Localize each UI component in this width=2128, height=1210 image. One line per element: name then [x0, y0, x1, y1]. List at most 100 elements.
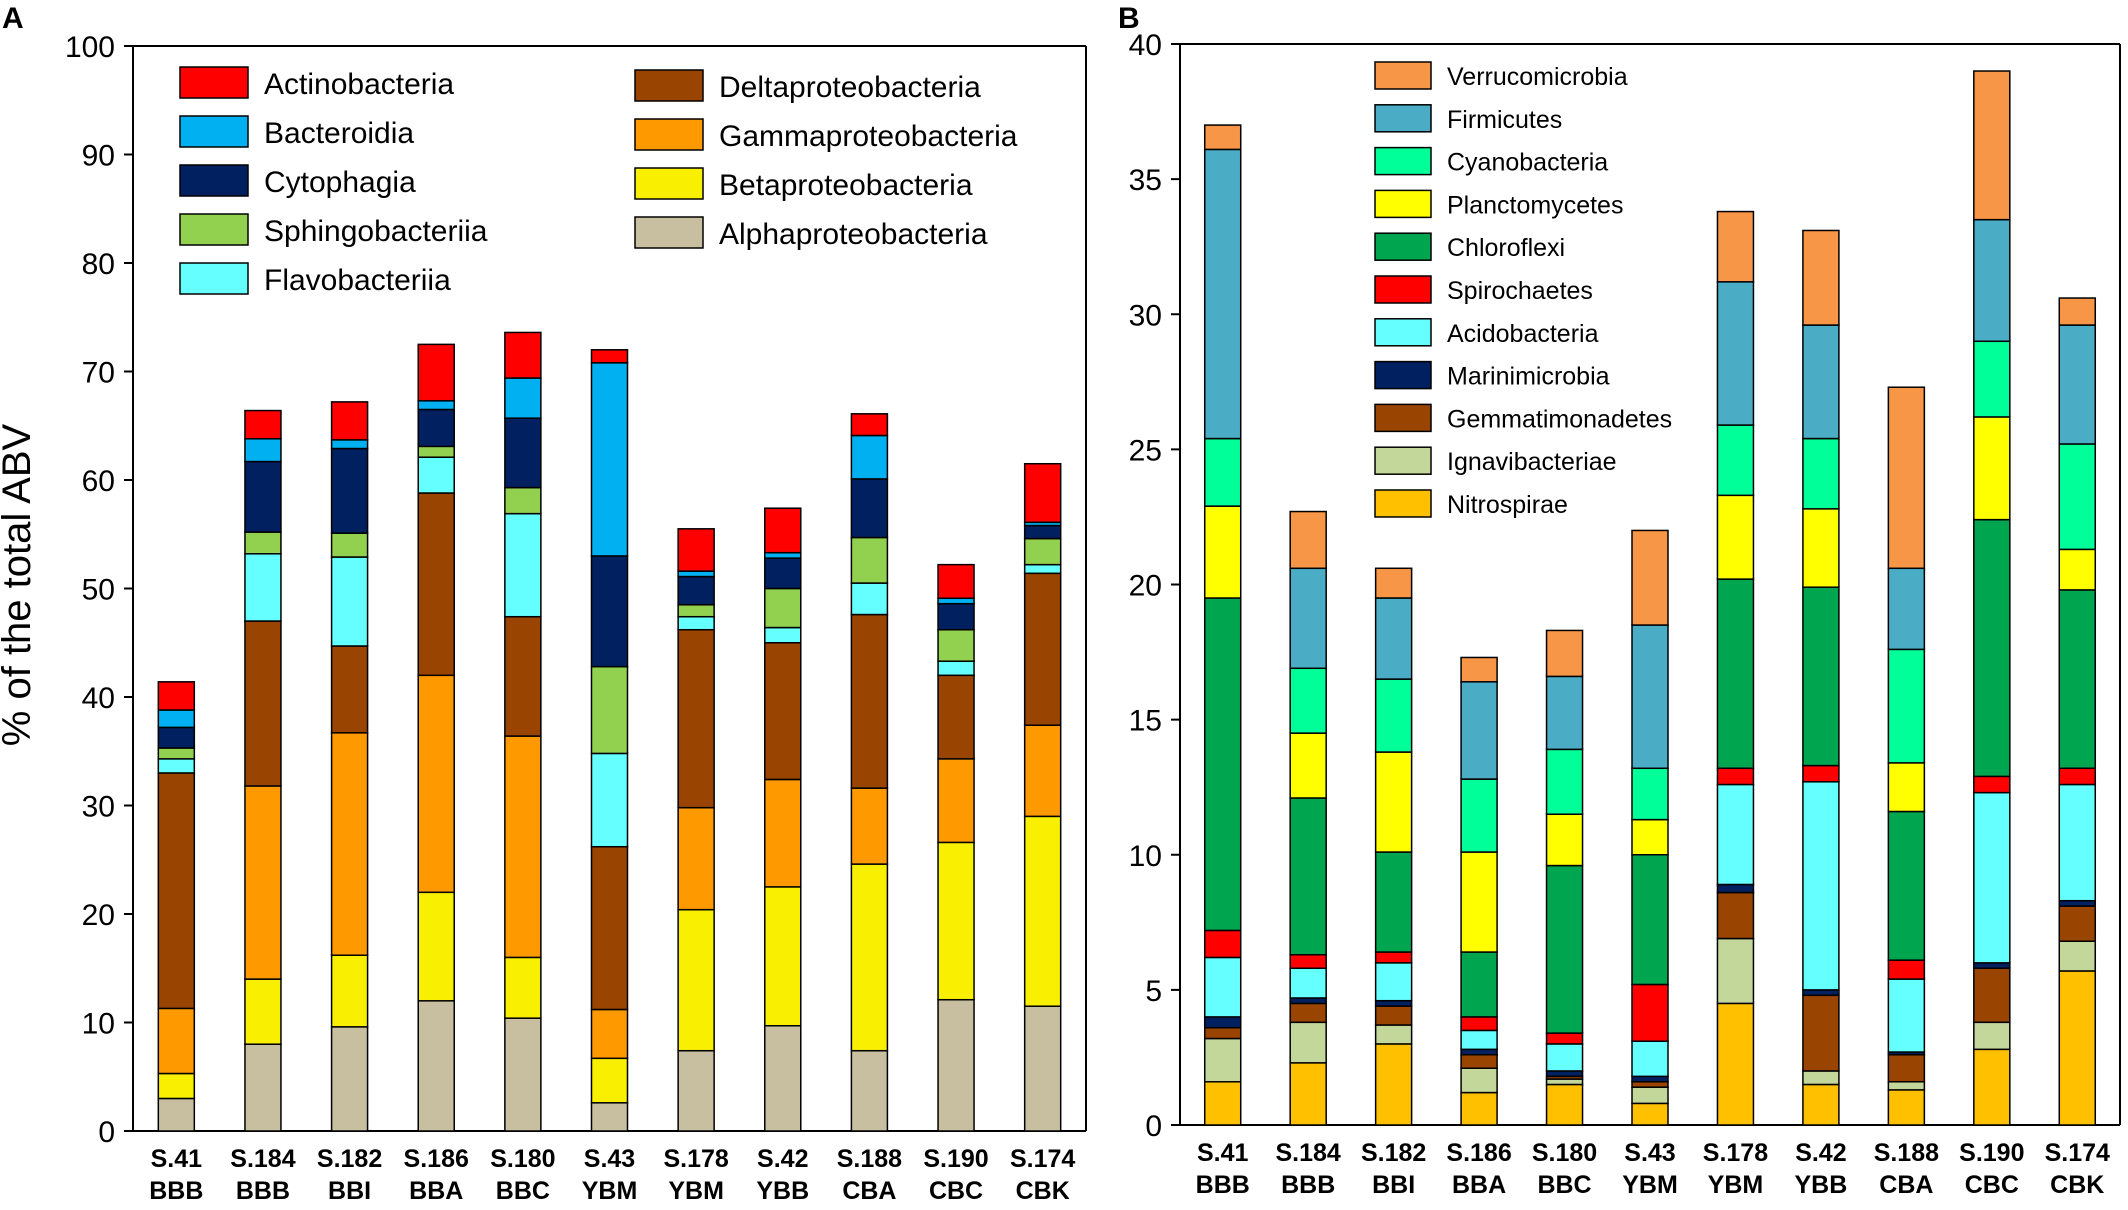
- bar-segment-alphaproteobacteria: [417, 1000, 455, 1132]
- bar-segment-ignavibacteriae: [1887, 1081, 1926, 1091]
- y-tick-label: 50: [82, 574, 115, 607]
- bar-segment-planctomycetes: [1545, 813, 1584, 867]
- legend-swatch-betaproteobacteria: [634, 167, 704, 200]
- bar-segment-alphaproteobacteria: [590, 1102, 629, 1132]
- bar-segment-ignavibacteriae: [1631, 1086, 1669, 1105]
- bar-segment-cytophagia: [850, 478, 889, 539]
- bar-segment-deltaproteobacteria: [764, 642, 802, 781]
- y-tick-label: 10: [1129, 840, 1162, 873]
- bar-segment-deltaproteobacteria: [244, 620, 282, 787]
- legend-label-deltaproteobacteria: Deltaproteobacteria: [719, 71, 981, 104]
- x-tick-label-site: CBK: [1016, 1177, 1070, 1205]
- bar-segment-verrucomicrobia: [1802, 229, 1840, 326]
- bar-segment-acidobacteria: [1374, 962, 1413, 1002]
- bar-segment-flavobacteriia: [504, 512, 542, 618]
- bar-segment-ignavibacteriae: [1545, 1078, 1584, 1086]
- bar-segment-spirochaetes: [1716, 767, 1755, 786]
- bar-segment-firmicutes: [1802, 324, 1840, 440]
- bar-segment-firmicutes: [1631, 624, 1669, 770]
- y-tick-label: 100: [65, 31, 115, 64]
- x-tick-label-site: BBA: [1452, 1171, 1506, 1199]
- bar-segment-sphingobacteriia: [330, 532, 369, 558]
- bar-segment-marinimicrobia: [2058, 899, 2097, 907]
- bar-segment-chloroflexi: [1203, 597, 1242, 932]
- bar-segment-verrucomicrobia: [1973, 70, 2011, 221]
- bar-segment-nitrospirae: [1887, 1089, 1926, 1126]
- y-tick-label: 5: [1145, 975, 1162, 1008]
- bar-segment-sphingobacteriia: [504, 486, 542, 515]
- bar-segment-cytophagia: [417, 408, 455, 448]
- x-tick-label-site: BBI: [328, 1177, 371, 1205]
- bar-segment-acidobacteria: [1545, 1043, 1584, 1072]
- bar-segment-spirochaetes: [1289, 953, 1327, 970]
- bar-segment-nitrospirae: [2058, 970, 2097, 1126]
- legend-swatch-alphaproteobacteria: [634, 216, 704, 249]
- bar-segment-firmicutes: [1203, 148, 1242, 440]
- x-tick-label-site: CBA: [842, 1177, 896, 1205]
- bar-segment-spirochaetes: [2058, 767, 2097, 786]
- x-tick-label-site: CBA: [1879, 1171, 1933, 1199]
- bar-segment-flavobacteriia: [590, 752, 629, 848]
- bar-segment-alphaproteobacteria: [1023, 1005, 1062, 1132]
- legend-swatch-flavobacteriia: [179, 262, 249, 295]
- y-tick-label: 25: [1129, 434, 1162, 467]
- x-tick-label-site: BBB: [1196, 1171, 1250, 1199]
- legend-swatch-gemmatimonadetes: [1374, 403, 1432, 433]
- chart-b: 0 5 10 15 20 25 30 35 40 S.41 BBB S.184 BBB S.182 BBI S…: [1129, 29, 2121, 1199]
- bar-segment-cytophagia: [937, 602, 975, 631]
- legend-label-cytophagia: Cytophagia: [264, 166, 416, 199]
- chart-a: 0 10 20 30 40 50 60 70 80 90 100 S.41 BBB S.184 BBB S.1…: [65, 31, 1087, 1205]
- legend-swatch-verrucomicrobia: [1374, 61, 1432, 90]
- bar-segment-gammaproteobacteria: [1023, 724, 1062, 818]
- bar-segment-firmicutes: [1716, 281, 1755, 426]
- bar-segment-planctomycetes: [1460, 851, 1498, 953]
- bar-segment-actinobacteria: [417, 343, 455, 402]
- bar-segment-flavobacteriia: [157, 758, 196, 774]
- bar-segment-betaproteobacteria: [1023, 815, 1062, 1007]
- bar-segment-actinobacteria: [937, 563, 975, 600]
- bar-segment-flavobacteriia: [1023, 563, 1062, 575]
- bar-segment-bacteroidia: [590, 362, 629, 557]
- bar-segment-verrucomicrobia: [1460, 656, 1498, 683]
- y-tick-label: 90: [82, 140, 115, 173]
- bar-segment-gammaproteobacteria: [764, 778, 802, 888]
- legend-label-cyanobacteria: Cyanobacteria: [1447, 149, 1608, 177]
- bar-segment-betaproteobacteria: [937, 841, 975, 1001]
- bar-segment-sphingobacteriia: [590, 665, 629, 755]
- bar-segment-bacteroidia: [244, 438, 282, 463]
- bar-segment-cytophagia: [764, 557, 802, 590]
- x-tick-label-sample: S.182: [1361, 1139, 1426, 1167]
- bar-segment-spirochaetes: [1460, 1016, 1498, 1032]
- x-tick-label-sample: S.174: [2045, 1139, 2110, 1167]
- bar-segment-ignavibacteriae: [1460, 1067, 1498, 1094]
- bar-segment-betaproteobacteria: [850, 863, 889, 1052]
- legend-swatch-cyanobacteria: [1374, 146, 1432, 176]
- y-tick-label: 60: [82, 465, 115, 498]
- bar-segment-bacteroidia: [417, 400, 455, 411]
- x-tick-label-sample: S.180: [1532, 1139, 1597, 1167]
- legend-label-gammaproteobacteria: Gammaproteobacteria: [719, 120, 1018, 153]
- bar-segment-marinimicrobia: [1716, 883, 1755, 894]
- x-tick-label-site: YBB: [1795, 1171, 1848, 1199]
- bar-segment-spirochaetes: [1545, 1032, 1584, 1045]
- bar-segment-marinimicrobia: [1973, 962, 2011, 970]
- legend-label-verrucomicrobia: Verrucomicrobia: [1447, 63, 1628, 91]
- panel-a-ylabel: % of the total ABV: [0, 423, 39, 746]
- x-tick-label-sample: S.186: [1446, 1139, 1511, 1167]
- bar-segment-gemmatimonadetes: [1460, 1053, 1498, 1069]
- bar-segment-cytophagia: [244, 460, 282, 533]
- y-tick-label: 30: [82, 791, 115, 824]
- bar-segment-spirochaetes: [1374, 951, 1413, 964]
- bar-segment-marinimicrobia: [1545, 1070, 1584, 1078]
- legend-label-ignavibacteriae: Ignavibacteriae: [1447, 448, 1617, 476]
- legend-label-flavobacteriia: Flavobacteriia: [264, 264, 451, 297]
- bar-segment-ignavibacteriae: [1374, 1024, 1413, 1045]
- bar-segment-cyanobacteria: [1374, 678, 1413, 753]
- bar-segment-planctomycetes: [1631, 818, 1669, 856]
- bar-segment-chloroflexi: [1716, 578, 1755, 770]
- bar-segment-cytophagia: [330, 447, 369, 534]
- bar-segment-actinobacteria: [504, 331, 542, 379]
- bar-segment-spirochaetes: [1973, 775, 2011, 794]
- bar-segment-betaproteobacteria: [157, 1072, 196, 1100]
